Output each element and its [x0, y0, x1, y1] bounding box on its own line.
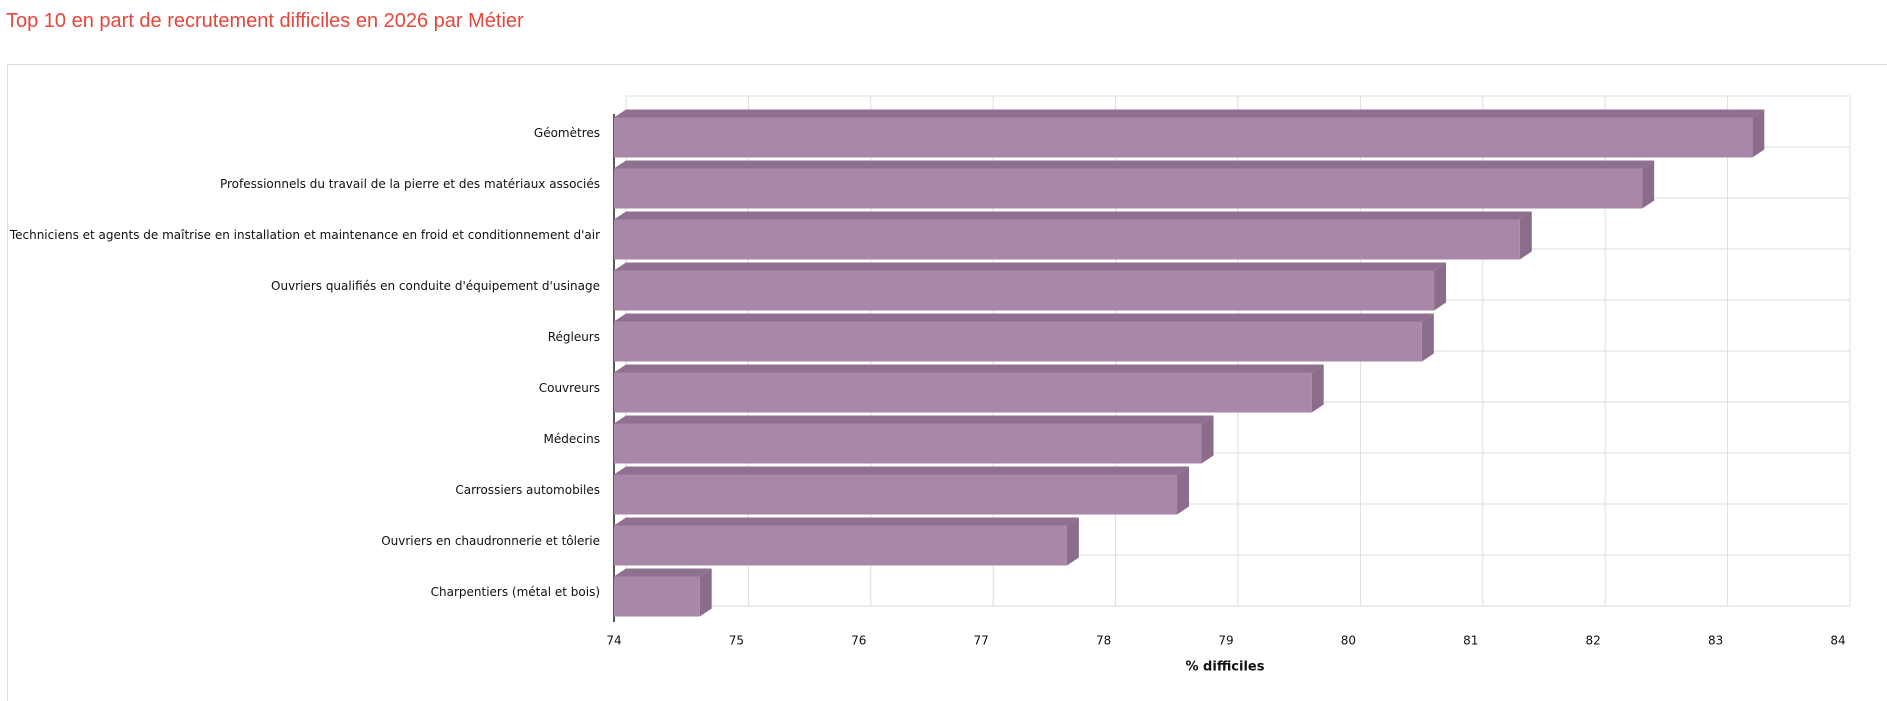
bar-side	[1201, 415, 1214, 464]
bar-top	[614, 568, 712, 577]
y-tick-label: Carrossiers automobiles	[455, 483, 600, 497]
bar-top	[614, 364, 1324, 373]
x-tick-label: 80	[1341, 634, 1356, 648]
x-tick-label: 78	[1096, 634, 1111, 648]
x-tick-label: 84	[1830, 634, 1845, 648]
y-tick-label: Couvreurs	[539, 381, 600, 395]
chart-panel	[7, 64, 1887, 701]
bar-side	[1421, 313, 1434, 362]
y-tick-label: Professionnels du travail de la pierre e…	[220, 177, 600, 191]
bar-top	[614, 415, 1214, 424]
x-tick-label: 76	[851, 634, 866, 648]
bar	[614, 474, 1178, 515]
bar	[614, 576, 700, 617]
y-tick-label: Charpentiers (métal et bois)	[431, 585, 600, 599]
bar-top	[614, 313, 1434, 322]
bar-side	[1642, 160, 1655, 209]
bar	[614, 372, 1312, 413]
bar-side	[699, 568, 712, 617]
y-tick-label: Régleurs	[548, 330, 600, 344]
bar-top	[614, 517, 1079, 526]
bar	[614, 117, 1753, 158]
bar-side	[1311, 364, 1324, 413]
y-tick-label: Géomètres	[534, 126, 600, 140]
chart-title: Top 10 en part de recrutement difficiles…	[6, 10, 524, 32]
bar	[614, 423, 1202, 464]
bar-side	[1066, 517, 1079, 566]
x-tick-label: 82	[1586, 634, 1601, 648]
bar	[614, 219, 1520, 260]
bar-top	[614, 160, 1655, 169]
bar-side	[1519, 211, 1532, 260]
bar	[614, 321, 1422, 362]
bar-top	[614, 211, 1532, 220]
bar-side	[1177, 466, 1190, 515]
bar	[614, 525, 1067, 566]
bar-top	[614, 262, 1447, 271]
x-tick-label: 79	[1218, 634, 1233, 648]
x-tick-label: 74	[606, 634, 621, 648]
y-tick-label: Ouvriers en chaudronnerie et tôlerie	[381, 534, 600, 548]
bar	[614, 168, 1643, 209]
bar-side	[1752, 109, 1765, 158]
bar	[614, 270, 1435, 311]
x-tick-label: 81	[1463, 634, 1478, 648]
y-tick-label: Techniciens et agents de maîtrise en ins…	[9, 228, 600, 242]
bar-top	[614, 109, 1765, 118]
bar-top	[614, 466, 1190, 475]
x-tick-label: 77	[974, 634, 989, 648]
y-tick-label: Ouvriers qualifiés en conduite d'équipem…	[271, 279, 600, 293]
x-tick-label: 75	[729, 634, 744, 648]
x-axis-title: % difficiles	[1186, 660, 1265, 675]
bar-side	[1434, 262, 1447, 311]
x-tick-label: 83	[1708, 634, 1723, 648]
y-tick-label: Médecins	[543, 432, 600, 446]
